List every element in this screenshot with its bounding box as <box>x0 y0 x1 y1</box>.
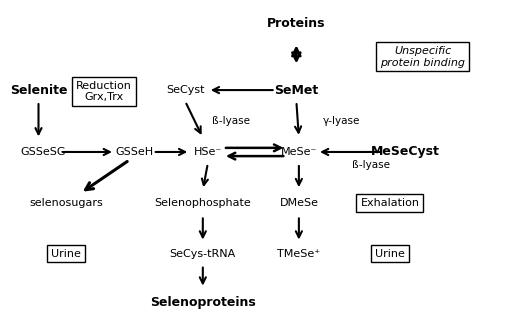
Text: MeSe⁻: MeSe⁻ <box>281 147 317 157</box>
Text: SeMet: SeMet <box>274 84 319 97</box>
Text: Selenoproteins: Selenoproteins <box>150 296 255 309</box>
Text: HSe⁻: HSe⁻ <box>194 147 222 157</box>
Text: Reduction
Grx,Trx: Reduction Grx,Trx <box>76 81 132 102</box>
Text: GSSeH: GSSeH <box>116 147 154 157</box>
Text: SeCys-tRNA: SeCys-tRNA <box>170 249 236 258</box>
Text: Urine: Urine <box>375 249 405 258</box>
Text: Selenophosphate: Selenophosphate <box>154 198 251 208</box>
Text: Exhalation: Exhalation <box>360 198 419 208</box>
Text: Selenite: Selenite <box>10 84 67 97</box>
Text: selenosugars: selenosugars <box>29 198 103 208</box>
Text: Urine: Urine <box>51 249 81 258</box>
Text: TMeSe⁺: TMeSe⁺ <box>278 249 320 258</box>
Text: γ-lyase: γ-lyase <box>323 116 360 126</box>
Text: MeSeCyst: MeSeCyst <box>371 145 439 159</box>
Text: GSSeSG: GSSeSG <box>21 147 66 157</box>
Text: Proteins: Proteins <box>267 17 325 30</box>
Text: ß-lyase: ß-lyase <box>352 160 390 170</box>
Text: ß-lyase: ß-lyase <box>212 116 250 126</box>
Text: Unspecific
protein binding: Unspecific protein binding <box>380 46 465 68</box>
Text: DMeSe: DMeSe <box>280 198 318 208</box>
Text: SeCyst: SeCyst <box>166 85 205 95</box>
